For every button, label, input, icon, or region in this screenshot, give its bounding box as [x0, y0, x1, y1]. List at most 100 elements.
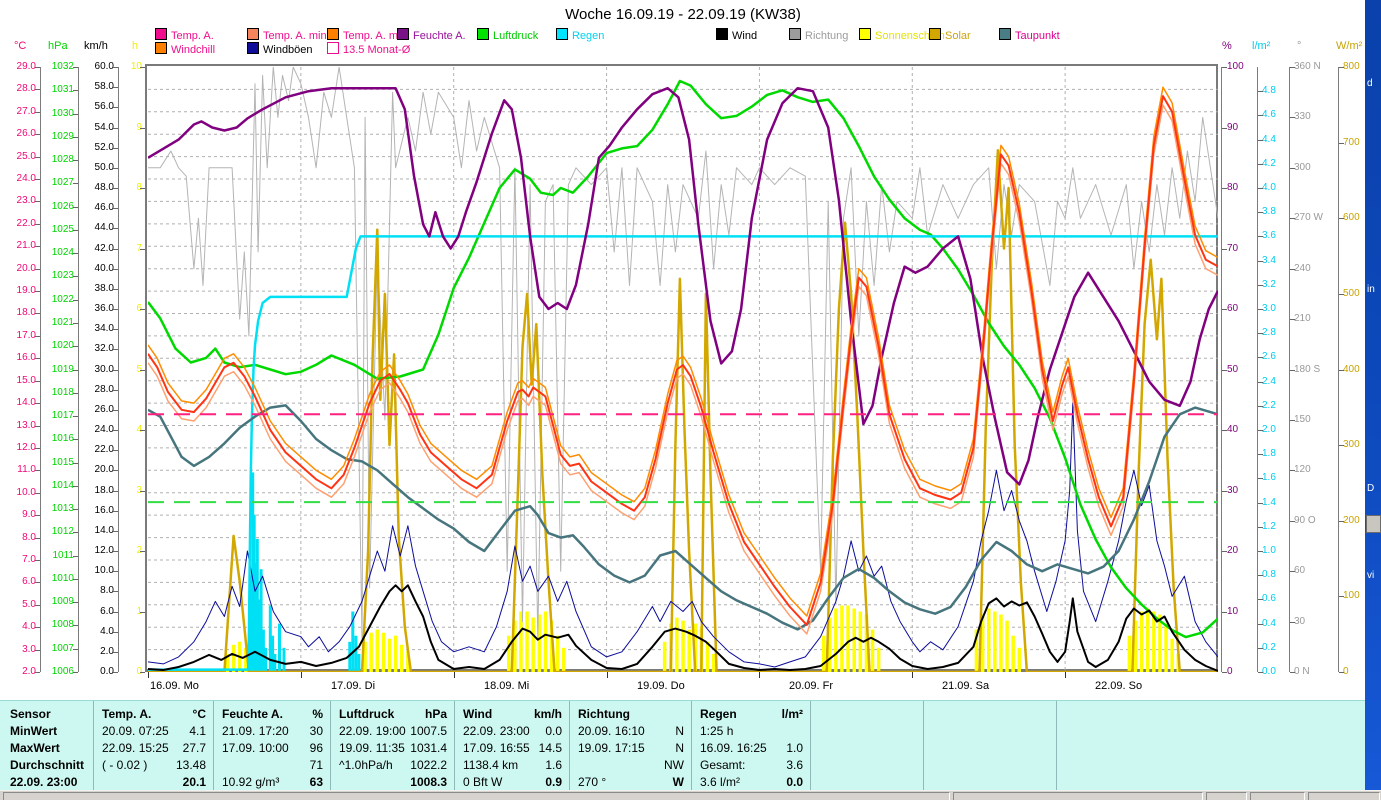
tickmark-kmh — [113, 147, 118, 149]
cell-value: 1008.3 — [410, 775, 447, 790]
tick-kmh-40.0: 40.0 — [94, 262, 114, 274]
tick-lm2-4.6: 4.6 — [1262, 109, 1276, 121]
tick-hPa-1011: 1011 — [52, 549, 74, 561]
tickmark-h — [140, 67, 145, 68]
cell-value: 3.6 — [786, 758, 803, 773]
tick-h-8: 8 — [120, 183, 142, 193]
bar-sonnenschein — [834, 608, 838, 672]
tickmark-lm2 — [1258, 357, 1263, 359]
stats-table: Sensor MinWert MaxWert Durchschnitt 22.09. 2… — [0, 700, 1367, 791]
cell-value: NW — [664, 758, 684, 773]
bar-sonnenschein — [846, 605, 850, 672]
cell-label: Wind — [463, 706, 493, 721]
tick-degC-10.0: 10.0 — [16, 486, 36, 498]
cell-value: N — [675, 740, 684, 755]
bar-regen-intensität — [351, 611, 355, 672]
bar-sonnenschein — [543, 611, 548, 672]
tickmark-h — [140, 672, 145, 673]
desktop-icon-label-fragment[interactable]: d — [1367, 78, 1373, 89]
tick-deg-270-W: 270 W — [1294, 212, 1323, 224]
luftdruck-legend-swatch — [477, 28, 489, 40]
table-row: Regen l/m² — [700, 705, 803, 722]
cell-value: 14.5 — [538, 740, 562, 755]
feuchte-a-legend-swatch — [397, 28, 409, 40]
tickmark-lm2 — [1258, 599, 1263, 601]
table-row — [819, 705, 916, 722]
legend-item-luftdruck: Luftdruck — [477, 28, 538, 42]
tick-pct-100: 100 — [1227, 61, 1244, 72]
tickmark-degC — [35, 134, 40, 136]
bar-sonnenschein — [687, 629, 691, 672]
cell-label: Regen — [700, 706, 737, 721]
richtung-legend-label: Richtung — [805, 30, 849, 42]
cell-label: 1138.4 km — [463, 758, 519, 773]
tick-wm2-500: 500 — [1343, 287, 1360, 299]
axis-header-lm2: l/m² — [1252, 40, 1271, 52]
tick-pct-20: 20 — [1227, 545, 1239, 556]
day-label-20-09-Fr: 20.09. Fr — [789, 680, 834, 692]
statusbar-segment-5 — [1308, 792, 1380, 800]
tick-degC-16.0: 16.0 — [16, 352, 36, 364]
desktop-icon[interactable] — [1366, 515, 1381, 533]
table-row: 10.92 g/m³ 63 — [222, 774, 323, 791]
tick-hPa-1007: 1007 — [51, 642, 74, 654]
tickmark-kmh — [113, 248, 118, 250]
legend-item-monat-avg: 13.5 Monat-Ø — [327, 42, 410, 56]
series-temp-a-min — [148, 104, 1218, 635]
tick-lm2-1.2: 1.2 — [1262, 520, 1276, 532]
tick-kmh-46.0: 46.0 — [94, 202, 114, 214]
cell-label: 17.09. 10:00 — [222, 740, 289, 755]
tickmark-kmh — [113, 631, 118, 633]
tick-degC-21.0: 21.0 — [16, 240, 36, 252]
table-row: ^1.0hPa/h 1022.2 — [339, 757, 447, 774]
bar-sonnenschein — [363, 641, 367, 672]
table-row — [819, 739, 916, 756]
tickmark-lm2 — [1258, 309, 1263, 310]
tickmark-deg — [1290, 319, 1295, 321]
tick-kmh-26.0: 26.0 — [94, 403, 114, 415]
tick-kmh-52.0: 52.0 — [94, 141, 114, 153]
tickmark-hPa — [73, 136, 78, 138]
tickmark-lm2 — [1258, 91, 1263, 93]
cell-label: 270 ° — [578, 775, 607, 790]
tick-kmh-60.0: 60.0 — [94, 61, 114, 72]
bar-regen-intensität — [271, 635, 275, 672]
tickmark-pct — [1222, 551, 1227, 552]
table-row: NW — [578, 757, 684, 774]
desktop-icon-label-fragment[interactable]: vi — [1367, 570, 1375, 581]
bar-sonnenschein — [1005, 620, 1009, 672]
tickmark-deg — [1290, 520, 1295, 522]
tickmark-lm2 — [1258, 478, 1263, 480]
bar-sonnenschein — [1152, 611, 1156, 672]
tick-lm2-2.0: 2.0 — [1262, 424, 1276, 435]
tick-kmh-8.0: 8.0 — [100, 585, 114, 597]
day-tickmark — [148, 672, 149, 678]
bar-sonnenschein — [1139, 611, 1144, 672]
cell-label: Luftdruck — [339, 706, 395, 721]
tick-degC-25.0: 25.0 — [16, 150, 36, 162]
tickmark-lm2 — [1258, 502, 1263, 504]
legend-item-windboeen: Windböen — [247, 42, 313, 56]
desktop-icon-label-fragment[interactable]: D — [1367, 483, 1375, 494]
tickmark-kmh — [113, 228, 118, 230]
tick-pct-30: 30 — [1227, 484, 1239, 496]
status-bar — [0, 790, 1381, 800]
tickmark-h — [140, 369, 145, 371]
tick-kmh-16.0: 16.0 — [94, 504, 114, 516]
tickmark-hPa — [73, 509, 78, 511]
desktop-icon-label-fragment[interactable]: in — [1367, 284, 1375, 295]
tickmark-degC — [35, 447, 40, 449]
bar-sonnenschein — [675, 617, 679, 672]
bar-regen-intensität — [255, 538, 259, 672]
legend-item-wind: Wind — [716, 28, 757, 42]
tick-degC-23.0: 23.0 — [16, 195, 36, 207]
tick-kmh-36.0: 36.0 — [94, 303, 114, 314]
cell-label: 17.09. 16:55 — [463, 740, 530, 755]
tick-kmh-10.0: 10.0 — [94, 565, 114, 577]
statusbar-segment-1 — [3, 792, 950, 800]
series-regen-summe — [148, 235, 1218, 671]
tick-kmh-18.0: 18.0 — [94, 484, 114, 496]
tick-kmh-24.0: 24.0 — [94, 424, 114, 435]
bar-sonnenschein — [225, 653, 230, 672]
tick-deg-30: 30 — [1294, 615, 1306, 627]
